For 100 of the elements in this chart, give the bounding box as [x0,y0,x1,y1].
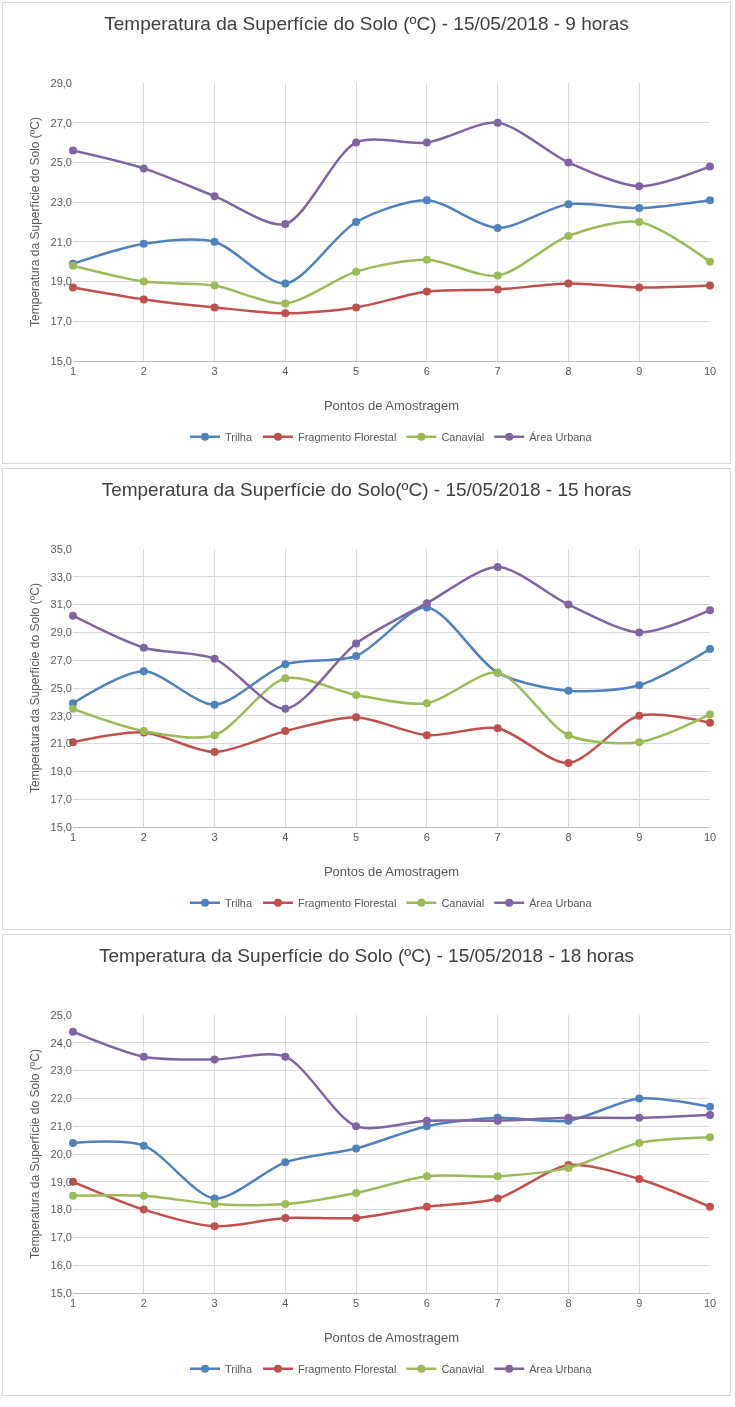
point [281,1158,290,1167]
point [706,1102,714,1111]
x-tick-label: 8 [565,831,572,844]
x-tick-label: 1 [69,365,77,378]
point [422,138,431,147]
point [352,639,361,648]
legend-label: Trilha [225,896,253,909]
point [139,1205,148,1214]
x-tick-label: 5 [353,831,360,844]
x-tick-label: 4 [282,831,289,844]
point [352,713,361,722]
y-tick-label: 27,0 [50,116,72,129]
point [139,643,148,652]
point [564,759,573,768]
point [352,652,361,661]
point [635,218,644,226]
y-tick-label: 22,0 [50,1092,72,1105]
point [706,1111,714,1120]
point [210,281,219,290]
point [352,303,361,312]
y-tick-label: 21,0 [50,737,72,750]
y-axis-title: Temperatura da Superfície do Solo (ºC) [28,117,42,327]
point [493,1172,502,1181]
point [635,711,644,720]
y-tick-label: 21,0 [50,1120,72,1133]
x-tick-label: 2 [140,1297,147,1310]
point [493,1194,502,1203]
y-tick-label: 23,0 [50,195,72,208]
legend-label: Canavial [441,896,485,909]
y-tick-label: 27,0 [50,654,72,667]
x-tick-label: 7 [494,365,501,378]
x-tick-label: 3 [211,365,218,378]
point [69,146,77,155]
y-tick-label: 17,0 [50,1231,72,1244]
x-tick-label: 3 [211,831,218,844]
legend-label: Canavial [441,430,485,443]
point [706,162,714,171]
point [493,724,502,733]
legend-label: Trilha [225,1362,253,1375]
y-tick-label: 15,0 [50,820,72,833]
y-tick-label: 25,0 [50,156,72,169]
x-tick-label: 8 [565,1297,572,1310]
legend-label: Fragmento Florestal [297,1362,397,1375]
x-tick-label: 7 [494,831,501,844]
y-tick-label: 19,0 [50,275,72,288]
y-tick-label: 24,0 [50,1036,72,1049]
y-tick-label: 20,0 [50,1147,72,1160]
point [635,628,644,637]
point [210,700,219,709]
point [422,599,431,608]
x-tick-label: 5 [353,365,360,378]
point [281,1052,290,1061]
x-tick-label: 1 [69,1297,77,1310]
point [706,281,714,290]
x-tick-label: 3 [211,1297,218,1310]
point [69,704,77,713]
chart-title: Temperatura da Superfície do Solo (ºC) - 15/05/2018 - 18 horas [98,945,635,967]
point [139,667,148,676]
point [564,279,573,288]
x-tick-label: 9 [636,365,643,378]
chart-title: Temperatura da Superfície do Solo (ºC) - 15/05/2018 - 9 horas [104,13,629,35]
point [706,645,714,654]
point [635,738,644,747]
x-tick-label: 6 [423,831,430,844]
y-tick-label: 17,0 [50,315,72,328]
x-tick-label: 9 [636,831,643,844]
y-axis-title: Temperatura da Superfície do Solo (ºC) [28,1049,42,1259]
point [281,704,290,713]
point [422,1116,431,1125]
chart-title: Temperatura da Superfície do Solo(ºC) - 15/05/2018 - 15 horas [101,479,632,501]
y-tick-label: 35,0 [50,542,72,555]
point [706,1133,714,1142]
point [635,1175,644,1184]
point [493,563,502,572]
y-tick-label: 29,0 [50,626,72,639]
point [706,1202,714,1211]
point [281,299,290,308]
legend-label: Área Urbana [529,1362,593,1375]
point [139,164,148,173]
y-tick-label: 23,0 [50,1064,72,1077]
point [352,218,361,226]
point [281,674,290,683]
point [352,1144,361,1153]
y-tick-label: 16,0 [50,1259,72,1272]
x-tick-label: 6 [423,1297,430,1310]
point [635,1138,644,1147]
x-tick-label: 9 [636,1297,643,1310]
point [422,1202,431,1211]
y-tick-label: 31,0 [50,598,72,611]
y-tick-label: 21,0 [50,235,72,248]
point [69,1138,77,1147]
point [706,257,714,266]
point [139,239,148,248]
point [210,1055,219,1064]
legend-label: Canavial [441,1362,485,1375]
x-tick-label: 10 [703,1297,717,1310]
point [281,279,290,288]
point [493,285,502,294]
point [635,681,644,690]
point [281,727,290,736]
